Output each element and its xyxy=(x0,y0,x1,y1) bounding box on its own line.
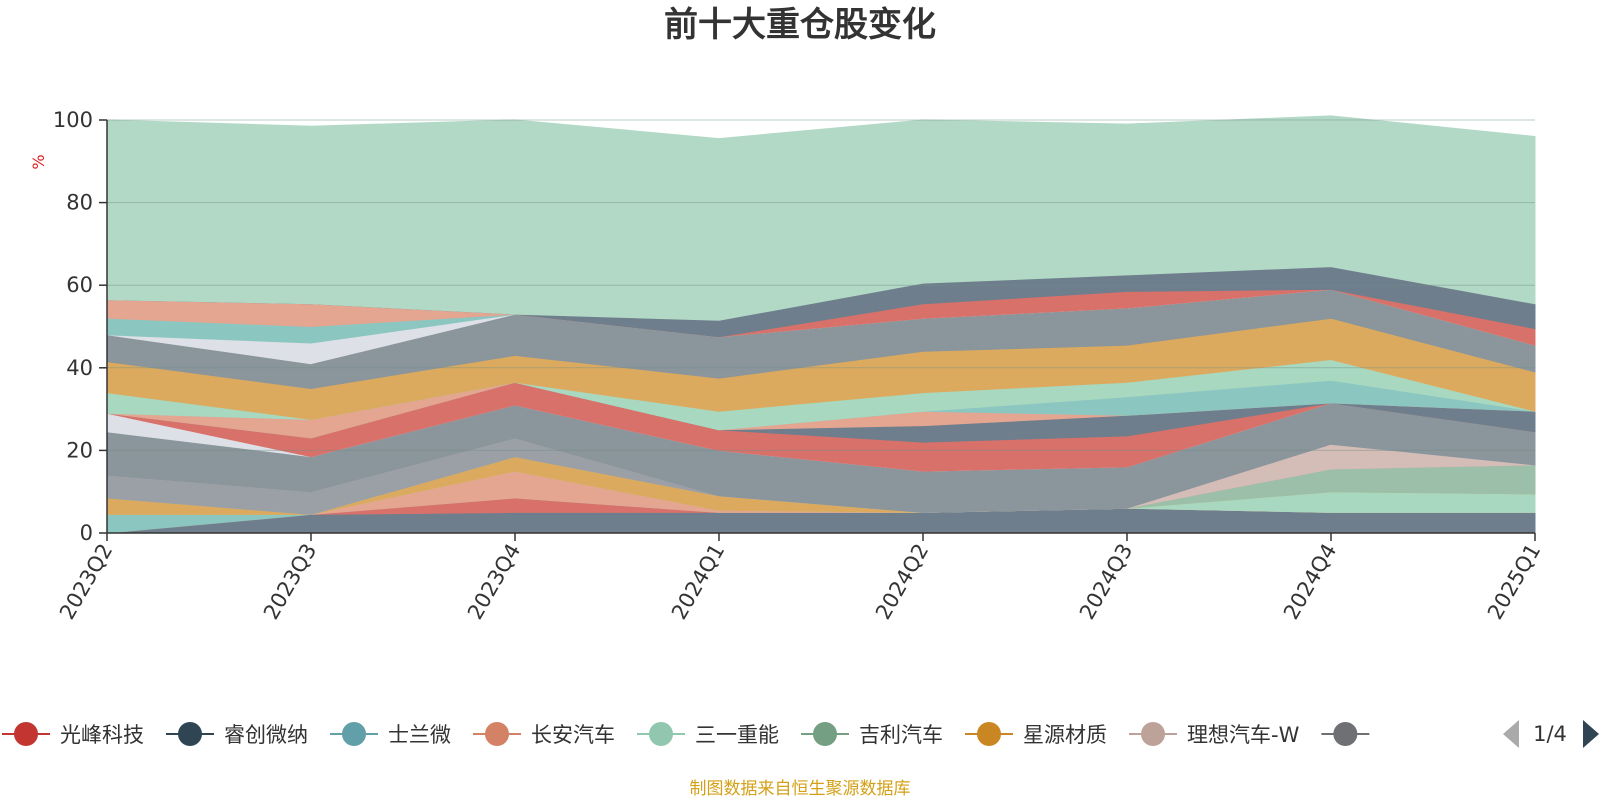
legend-circle-icon xyxy=(1141,722,1165,746)
legend-item-5[interactable]: 三一重能 xyxy=(637,722,779,747)
legend-label: 士兰微 xyxy=(388,723,451,747)
y-tick-label-0: 0 xyxy=(80,521,93,545)
y-tick-label-1: 20 xyxy=(66,438,93,462)
legend-item-6[interactable]: 吉利汽车 xyxy=(801,722,943,747)
axes xyxy=(99,119,1536,541)
legend-label: 星源材质 xyxy=(1023,723,1107,747)
x-tick-label-2: 2023Q4 xyxy=(463,540,525,624)
x-tick-label-7: 2025Q1 xyxy=(1483,540,1545,624)
legend-circle-icon xyxy=(485,722,509,746)
legend-next-arrow-icon[interactable] xyxy=(1583,720,1599,748)
legend-circle-icon xyxy=(649,722,673,746)
legend-circle-icon xyxy=(14,722,38,746)
x-tick-label-6: 2024Q4 xyxy=(1279,540,1341,624)
legend-pager: 1/4 xyxy=(1503,720,1599,748)
data-source-footer: 制图数据来自恒生聚源数据库 xyxy=(690,779,911,799)
legend-label: 长安汽车 xyxy=(531,723,615,747)
legend-item-7[interactable]: 星源材质 xyxy=(965,722,1107,747)
legend-item-4[interactable]: 长安汽车 xyxy=(473,722,615,747)
legend-circle-icon xyxy=(178,722,202,746)
legend-label: 光峰科技 xyxy=(60,723,144,747)
x-tick-label-1: 2023Q3 xyxy=(259,540,321,624)
area-series-24 xyxy=(106,115,1536,321)
stacked-areas xyxy=(106,115,1536,534)
x-tick-label-0: 2023Q2 xyxy=(55,540,117,624)
legend-label: 吉利汽车 xyxy=(859,723,943,747)
x-tick-label-4: 2024Q2 xyxy=(871,540,933,624)
legend-item-1[interactable]: 光峰科技 xyxy=(2,722,144,747)
legend-circle-icon xyxy=(1333,722,1358,746)
legend-page-indicator: 1/4 xyxy=(1533,722,1567,746)
grid-lines xyxy=(107,119,1535,451)
legend-item-8[interactable]: 理想汽车-W xyxy=(1129,722,1300,747)
chart-title: 前十大重仓股变化 xyxy=(664,5,936,45)
y-tick-label-4: 80 xyxy=(66,191,93,215)
legend-item-3[interactable]: 士兰微 xyxy=(330,722,451,747)
y-tick-label-2: 40 xyxy=(66,356,93,380)
x-tick-labels: 2023Q2 2023Q3 2023Q4 2024Q1 2024Q2 2024Q3 2024… xyxy=(55,540,1545,624)
legend-circle-icon xyxy=(342,722,366,746)
legend-item-2[interactable]: 睿创微纳 xyxy=(166,722,308,747)
x-tick-label-5: 2024Q3 xyxy=(1075,540,1137,624)
legend-circle-icon xyxy=(977,722,1001,746)
y-axis-unit: % xyxy=(29,154,48,169)
legend-label: 三一重能 xyxy=(695,723,779,747)
legend-item-9[interactable] xyxy=(1321,722,1370,746)
y-tick-label-5: 100 xyxy=(53,108,93,132)
x-tick-label-3: 2024Q1 xyxy=(667,540,729,624)
legend: 光峰科技 睿创微纳 士兰微 长安汽车 三一重能 吉利汽车 星源材质 理想汽车-W xyxy=(2,722,1370,747)
legend-label: 理想汽车-W xyxy=(1187,723,1300,747)
y-tick-labels: 0 20 40 60 80 100 xyxy=(53,108,93,545)
legend-circle-icon xyxy=(813,722,837,746)
legend-prev-arrow-icon[interactable] xyxy=(1503,720,1519,748)
legend-label: 睿创微纳 xyxy=(224,723,308,747)
y-tick-label-3: 60 xyxy=(66,273,93,297)
